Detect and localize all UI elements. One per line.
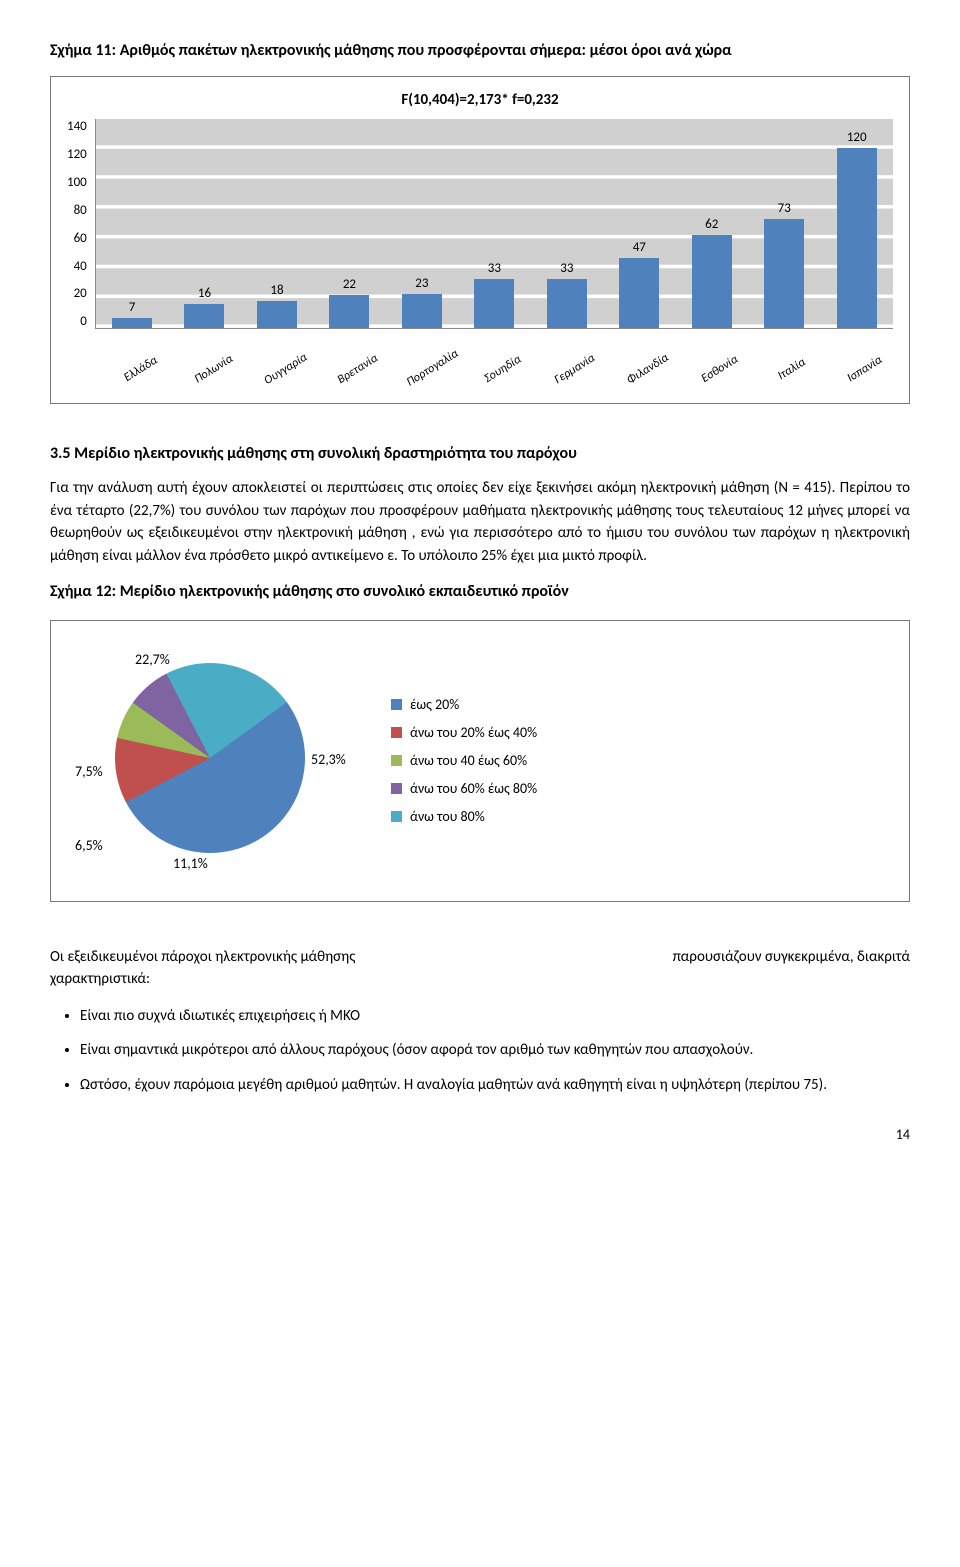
bar-value-label: 7 [129,300,136,315]
para2-left: Οι εξειδικευμένοι πάροχοι ηλεκτρονικής μ… [50,946,355,969]
bar [329,295,369,328]
pie-wrap: 52,3%11,1%6,5%7,5%22,7% [75,651,335,871]
bar-chart-subtitle: F(10,404)=2,173* f=0,232 [67,91,893,109]
legend-item: άνω του 20% έως 40% [391,719,537,747]
y-tick: 80 [74,203,87,218]
bar-chart-frame: F(10,404)=2,173* f=0,232 140 120 100 80 60 40… [50,76,910,404]
pie-slice-label: 6,5% [75,837,103,854]
bar-value-label: 33 [560,261,573,276]
legend-label: άνω του 80% [410,803,485,831]
pie-legend: έως 20%άνω του 20% έως 40%άνω του 40 έως… [391,691,537,831]
bar-column: 33 [540,261,594,329]
bar [402,294,442,329]
legend-swatch [391,755,402,766]
section-3-5-heading: 3.5 Μερίδιο ηλεκτρονικής μάθησης στη συν… [50,444,910,463]
bullet-3: Ωστόσο, έχουν παρόμοια μεγέθη αριθμού μα… [80,1074,910,1097]
bar-chart: F(10,404)=2,173* f=0,232 140 120 100 80 60 40… [67,91,893,395]
y-tick: 60 [74,231,87,246]
paragraph-2: Οι εξειδικευμένοι πάροχοι ηλεκτρονικής μ… [50,946,910,991]
bar-column: 22 [322,277,376,328]
figure-11-title: Σχήμα 11: Αριθμός πακέτων ηλεκτρονικής μ… [50,40,910,62]
bar [764,219,804,329]
bar [474,279,514,329]
bar-value-label: 120 [847,130,867,145]
pie-slice-label: 7,5% [75,763,103,780]
legend-item: άνω του 60% έως 80% [391,775,537,803]
figure-12-title: Σχήμα 12: Μερίδιο ηλεκτρονικής μάθησης σ… [50,581,910,603]
bar [619,258,659,329]
bar-column: 33 [467,261,521,329]
bar-column: 73 [757,201,811,329]
legend-label: άνω του 40 έως 60% [410,747,527,775]
bar-value-label: 62 [705,217,718,232]
legend-swatch [391,811,402,822]
bar-plot-area: 7 16 18 22 23 33 33 47 62 73 120 [95,119,893,329]
legend-label: άνω του 20% έως 40% [410,719,537,747]
bar-value-label: 23 [415,276,428,291]
bar [837,148,877,328]
para2-line2: χαρακτηριστικά: [50,970,150,988]
bullet-1: Είναι πιο συχνά ιδιωτικές επιχειρήσεις ή… [80,1005,910,1028]
y-axis: 140 120 100 80 60 40 20 0 [67,119,95,329]
bar-value-label: 18 [270,283,283,298]
bar-column: 7 [105,300,159,329]
bar-column: 120 [830,130,884,328]
legend-label: έως 20% [410,691,459,719]
bar [257,301,297,328]
bar-value-label: 47 [633,240,646,255]
legend-swatch [391,783,402,794]
bar-column: 62 [685,217,739,328]
y-tick: 20 [74,286,87,301]
bar-column: 47 [612,240,666,329]
bar-column: 18 [250,283,304,328]
y-tick: 140 [67,119,87,134]
y-tick: 0 [80,314,87,329]
bar [112,318,152,329]
y-tick: 120 [67,147,87,162]
para2-right: παρουσιάζουν συγκεκριμένα, διακριτά [673,946,910,969]
pie-chart-frame: 52,3% 11,1% 6,5% 7,5% 22,7% έως 20%άνω του 2… [50,620,910,902]
bar [692,235,732,328]
legend-swatch [391,699,402,710]
paragraph-1: Για την ανάλυση αυτή έχουν αποκλειστεί ο… [50,477,910,567]
pie-chart [115,663,305,853]
legend-item: άνω του 80% [391,803,537,831]
y-tick: 40 [74,259,87,274]
legend-label: άνω του 60% έως 80% [410,775,537,803]
bar-value-label: 73 [778,201,791,216]
legend-item: έως 20% [391,691,537,719]
legend-swatch [391,727,402,738]
bar [547,279,587,329]
pie-slice-label: 11,1% [173,855,208,872]
pie-slice-label: 22,7% [135,651,170,668]
bar [184,304,224,328]
bar-value-label: 33 [488,261,501,276]
pie-slice-label: 52,3% [311,751,346,768]
legend-item: άνω του 40 έως 60% [391,747,537,775]
bullet-list: Είναι πιο συχνά ιδιωτικές επιχειρήσεις ή… [50,1005,910,1097]
x-axis-labels: ΕλλάδαΠολωνίαΟυγγαρίαΒρετανίαΠορτογαλίαΣ… [97,335,893,349]
bar-column: 23 [395,276,449,329]
y-tick: 100 [67,175,87,190]
page-number: 14 [50,1126,910,1143]
bullet-2: Είναι σημαντικά μικρότεροι από άλλους πα… [80,1039,910,1062]
bar-value-label: 16 [198,286,211,301]
bar-column: 16 [177,286,231,328]
bar-value-label: 22 [343,277,356,292]
